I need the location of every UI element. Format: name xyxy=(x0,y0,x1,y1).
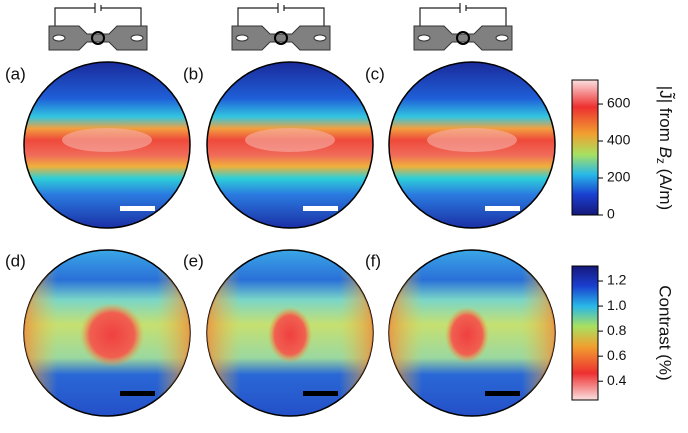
panel-label: (e) xyxy=(183,251,204,270)
contrast-spot xyxy=(80,303,144,367)
label-var: B xyxy=(656,147,675,158)
colorbar-tick-label: 0.4 xyxy=(607,372,627,388)
panel-label: (f) xyxy=(365,251,381,270)
label-sub: z xyxy=(654,158,668,164)
scale-bar xyxy=(303,391,338,396)
panel-label: (b) xyxy=(183,64,204,83)
hotspot xyxy=(245,128,335,152)
scale-bar xyxy=(485,391,520,396)
hotspot xyxy=(62,128,152,152)
colorbar-label: |J̃| from Bz (A/m) xyxy=(654,86,676,210)
colorbar-tick-label: 0.8 xyxy=(607,322,627,338)
contrast-spot xyxy=(268,307,312,363)
circuit-schematic xyxy=(48,2,148,51)
colorbar-tick-label: 1.0 xyxy=(607,297,627,313)
colorbar-tick-label: 1.2 xyxy=(607,272,627,288)
panel-label: (d) xyxy=(5,251,26,270)
label-unit: (A/m) xyxy=(656,164,675,210)
colorbar-tick-label: 200 xyxy=(607,169,631,185)
scale-bar xyxy=(120,206,155,211)
panel-label: (a) xyxy=(5,64,26,83)
colorbar-tick-label: 600 xyxy=(607,95,631,111)
hotspot xyxy=(427,128,517,152)
colorbar-tick-label: 0 xyxy=(607,206,615,222)
label-text: |J̃| from xyxy=(656,86,676,147)
colorbar-tick-label: 0.6 xyxy=(607,347,627,363)
colorbar-label: Contrast (%) xyxy=(656,285,675,380)
panel-label: (c) xyxy=(365,64,385,83)
scale-bar xyxy=(485,206,520,211)
colorbar-tick-label: 400 xyxy=(607,132,631,148)
colorbar xyxy=(571,265,599,401)
contrast-spot xyxy=(445,307,489,363)
scale-bar xyxy=(120,391,155,396)
scale-bar xyxy=(303,206,338,211)
circuit-schematic xyxy=(231,2,331,51)
colorbar xyxy=(571,79,599,216)
circuit-schematic xyxy=(413,2,513,51)
